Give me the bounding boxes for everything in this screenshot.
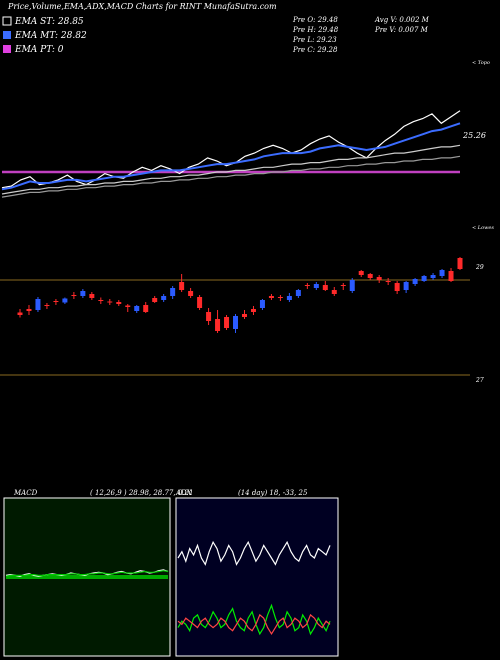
candle-body xyxy=(448,271,454,281)
ema-series-2 xyxy=(1,144,461,195)
adx-series-2 xyxy=(177,613,331,636)
candle-body xyxy=(98,300,104,301)
candle-body xyxy=(394,283,400,291)
macd-panel xyxy=(5,569,169,579)
prev-volume: Pre V: 0.007 M xyxy=(374,26,429,34)
legend-swatch-ema-st xyxy=(2,16,12,26)
macd-series-1 xyxy=(5,570,169,577)
panel1-top-right-label: < Topo xyxy=(472,60,490,66)
price-tick-27: 27 xyxy=(475,377,484,384)
candle-body xyxy=(161,296,167,300)
prev-open: Pre O: 29.48 xyxy=(292,16,338,24)
legend-ema-pt: EMA PT: 0 xyxy=(14,45,64,55)
candle-body xyxy=(179,282,185,290)
candle-body xyxy=(241,314,247,317)
candle-body xyxy=(367,274,373,278)
ema-panel xyxy=(1,110,461,198)
candle-body xyxy=(134,306,140,311)
candle-body xyxy=(62,298,68,303)
candle-body xyxy=(457,258,463,269)
candle-body xyxy=(89,294,95,298)
adx-params: (14 day) 18, -33, 25 xyxy=(238,489,308,497)
candle-body xyxy=(421,276,427,281)
candle-body xyxy=(250,309,256,312)
prev-close: Pre C: 29.28 xyxy=(292,46,338,54)
candle-body xyxy=(322,285,328,290)
candle-body xyxy=(331,290,337,294)
candle-body xyxy=(107,301,113,303)
candle-body xyxy=(376,277,382,280)
avg-volume: Avg V: 0.002 M xyxy=(374,16,430,24)
candle-body xyxy=(35,299,41,310)
candle-body xyxy=(224,317,230,328)
legend-swatch-ema-mt xyxy=(3,31,11,39)
panel2-top-right-label: < Lowes xyxy=(472,225,494,231)
candle-body xyxy=(206,312,212,321)
candle-body xyxy=(116,302,122,304)
candle-body xyxy=(304,285,310,286)
candlestick-panel xyxy=(0,257,470,376)
prev-high: Pre H: 29.48 xyxy=(292,26,339,34)
candle-body xyxy=(215,319,221,331)
prev-low: Pre L: 29.23 xyxy=(292,36,337,44)
candle-body xyxy=(125,305,131,307)
candle-body xyxy=(340,285,346,286)
candle-body xyxy=(430,275,436,278)
candle-body xyxy=(277,297,283,298)
candle-body xyxy=(188,291,194,296)
candle-body xyxy=(71,295,77,296)
chart-title: Price,Volume,EMA,ADX,MACD Charts for RIN… xyxy=(7,2,277,11)
candle-body xyxy=(385,281,391,282)
adx-panel xyxy=(177,540,331,636)
candle-body xyxy=(17,312,23,315)
macd-label: MACD xyxy=(13,489,38,497)
ema-series-1 xyxy=(1,122,461,191)
candle-body xyxy=(143,305,149,312)
candle-body xyxy=(170,288,176,296)
candle-body xyxy=(80,291,86,296)
candle-body xyxy=(349,280,355,291)
ema-series-3 xyxy=(1,155,461,198)
candle-body xyxy=(53,301,59,302)
legend-ema-mt: EMA MT: 28.82 xyxy=(14,31,87,41)
candle-body xyxy=(44,305,50,306)
panel1-right-label: 25.26 xyxy=(462,131,486,140)
adx-series-1 xyxy=(177,603,331,636)
candle-body xyxy=(358,271,364,275)
candle-body xyxy=(197,297,203,308)
adx-label: ADX xyxy=(175,489,193,497)
macd-params: ( 12,26,9 ) 28.98, 28.77, 0.21 xyxy=(90,489,193,497)
candle-body xyxy=(233,316,239,329)
candle-body xyxy=(403,282,409,290)
candle-body xyxy=(152,298,158,302)
candle-body xyxy=(295,290,301,296)
candle-body xyxy=(268,296,274,298)
adx-frame xyxy=(175,497,339,657)
candle-body xyxy=(26,309,32,311)
candle-body xyxy=(439,270,445,276)
candle-body xyxy=(286,296,292,300)
candle-body xyxy=(259,300,265,308)
adx-series-0 xyxy=(177,540,331,566)
price-tick-29: 29 xyxy=(475,264,484,271)
legend-ema-st: EMA ST: 28.85 xyxy=(14,17,84,27)
candle-body xyxy=(412,279,418,284)
legend-swatch-ema-pt xyxy=(3,45,11,53)
candle-body xyxy=(313,284,319,288)
